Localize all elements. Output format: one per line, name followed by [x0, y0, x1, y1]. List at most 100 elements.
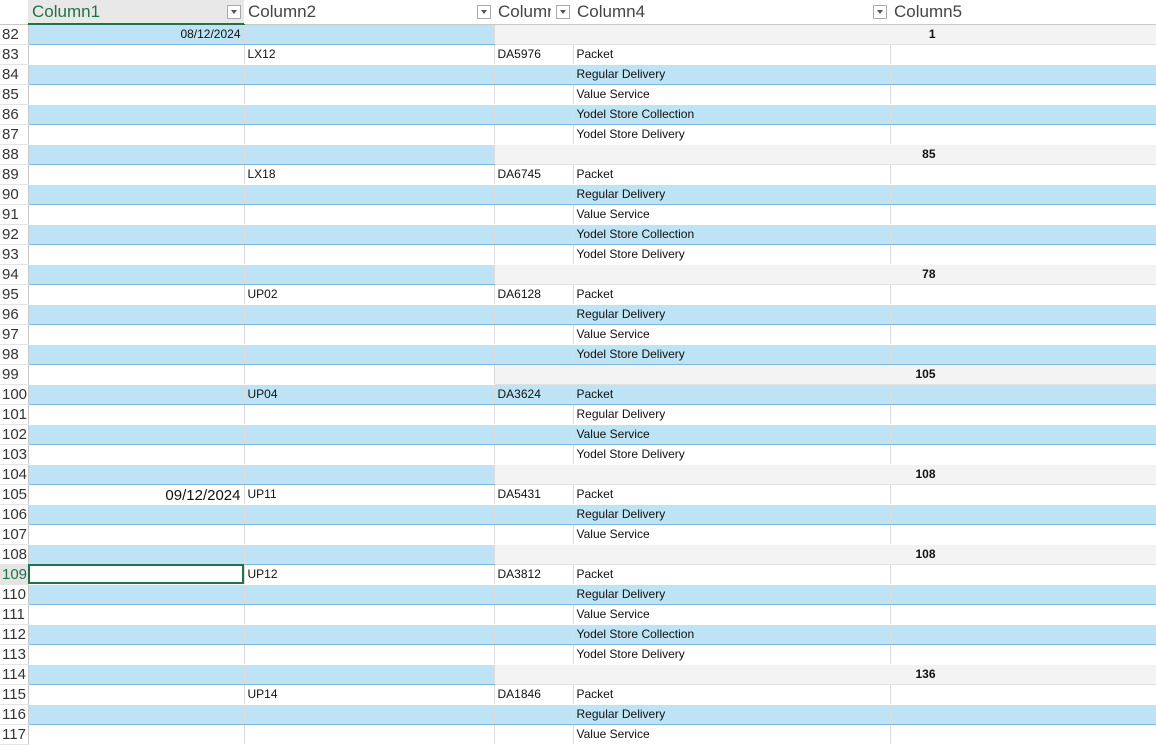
cell[interactable] [890, 184, 1156, 205]
column-header[interactable]: Column4 [573, 0, 890, 25]
cell[interactable]: DA3812 [494, 564, 574, 585]
cell[interactable]: 105 [890, 364, 1156, 385]
cell[interactable] [28, 284, 245, 305]
cell[interactable]: Yodel Store Delivery [573, 244, 891, 265]
filter-button[interactable] [477, 5, 491, 19]
cell[interactable] [244, 24, 495, 45]
cell[interactable]: Value Service [573, 424, 891, 445]
row-number[interactable]: 88 [0, 144, 29, 165]
cell[interactable] [890, 224, 1156, 245]
row-number[interactable]: 87 [0, 124, 29, 145]
cell[interactable]: 136 [890, 664, 1156, 685]
row-number[interactable]: 107 [0, 524, 29, 545]
cell[interactable] [890, 424, 1156, 445]
cell[interactable] [890, 624, 1156, 645]
cell[interactable]: DA5976 [494, 44, 574, 65]
row-number[interactable]: 101 [0, 404, 29, 425]
cell[interactable] [494, 464, 574, 485]
row-number[interactable]: 97 [0, 324, 29, 345]
cell[interactable] [28, 604, 245, 625]
cell[interactable] [890, 324, 1156, 345]
cell[interactable] [28, 64, 245, 85]
row-number[interactable]: 105 [0, 484, 29, 505]
cell[interactable]: Value Service [573, 84, 891, 105]
cell[interactable]: Value Service [573, 204, 891, 225]
cell[interactable]: Value Service [573, 604, 891, 625]
cell[interactable] [28, 664, 245, 685]
cell[interactable] [494, 724, 574, 745]
cell[interactable] [28, 684, 245, 705]
row-number[interactable]: 98 [0, 344, 29, 365]
cell[interactable] [28, 324, 245, 345]
row-number[interactable]: 103 [0, 444, 29, 465]
cell[interactable]: Packet [573, 284, 891, 305]
row-number[interactable]: 112 [0, 624, 29, 645]
cell[interactable] [890, 304, 1156, 325]
cell[interactable] [494, 664, 574, 685]
filter-button[interactable] [873, 5, 887, 19]
cell[interactable] [28, 44, 245, 65]
cell[interactable] [28, 244, 245, 265]
cell[interactable]: 85 [890, 144, 1156, 165]
row-number[interactable]: 102 [0, 424, 29, 445]
cell[interactable]: DA6128 [494, 284, 574, 305]
cell[interactable] [890, 564, 1156, 585]
cell[interactable] [573, 464, 891, 485]
cell[interactable] [494, 144, 574, 165]
cell[interactable] [28, 464, 245, 485]
cell[interactable]: Packet [573, 384, 891, 405]
cell[interactable]: Yodel Store Delivery [573, 644, 891, 665]
cell[interactable]: 108 [890, 464, 1156, 485]
cell[interactable] [890, 404, 1156, 425]
cell[interactable] [494, 204, 574, 225]
cell[interactable] [244, 304, 495, 325]
row-number[interactable]: 100 [0, 384, 29, 405]
cell[interactable] [28, 344, 245, 365]
cell[interactable] [573, 144, 891, 165]
cell[interactable] [244, 264, 495, 285]
cell[interactable] [890, 604, 1156, 625]
cell[interactable] [890, 724, 1156, 745]
cell[interactable] [28, 584, 245, 605]
cell[interactable] [244, 504, 495, 525]
row-number[interactable]: 117 [0, 724, 29, 745]
cell[interactable] [244, 624, 495, 645]
cell[interactable] [28, 104, 245, 125]
cell[interactable] [494, 104, 574, 125]
cell[interactable] [494, 304, 574, 325]
cell[interactable] [244, 364, 495, 385]
cell[interactable] [244, 424, 495, 445]
cell[interactable]: UP14 [244, 684, 495, 705]
cell[interactable] [890, 344, 1156, 365]
cell[interactable]: Regular Delivery [573, 584, 891, 605]
cell[interactable] [28, 84, 245, 105]
cell[interactable] [890, 504, 1156, 525]
cell[interactable] [890, 164, 1156, 185]
cell[interactable] [890, 84, 1156, 105]
row-number[interactable]: 108 [0, 544, 29, 565]
cell[interactable] [28, 204, 245, 225]
cell[interactable] [244, 244, 495, 265]
cell[interactable]: Yodel Store Delivery [573, 344, 891, 365]
cell[interactable] [244, 584, 495, 605]
cell[interactable] [494, 444, 574, 465]
cell[interactable]: 78 [890, 264, 1156, 285]
cell[interactable] [244, 644, 495, 665]
row-number[interactable]: 109 [0, 564, 29, 585]
row-number[interactable]: 110 [0, 584, 29, 605]
cell[interactable] [28, 724, 245, 745]
cell[interactable] [890, 244, 1156, 265]
cell[interactable] [28, 644, 245, 665]
cell[interactable] [494, 524, 574, 545]
cell[interactable]: Yodel Store Delivery [573, 444, 891, 465]
row-number[interactable]: 116 [0, 704, 29, 725]
cell[interactable] [244, 104, 495, 125]
cell[interactable] [494, 404, 574, 425]
cell[interactable] [244, 124, 495, 145]
cell[interactable] [244, 204, 495, 225]
cell[interactable] [244, 544, 495, 565]
cell[interactable] [494, 244, 574, 265]
row-number[interactable]: 92 [0, 224, 29, 245]
cell[interactable] [890, 124, 1156, 145]
cell[interactable] [28, 564, 245, 585]
